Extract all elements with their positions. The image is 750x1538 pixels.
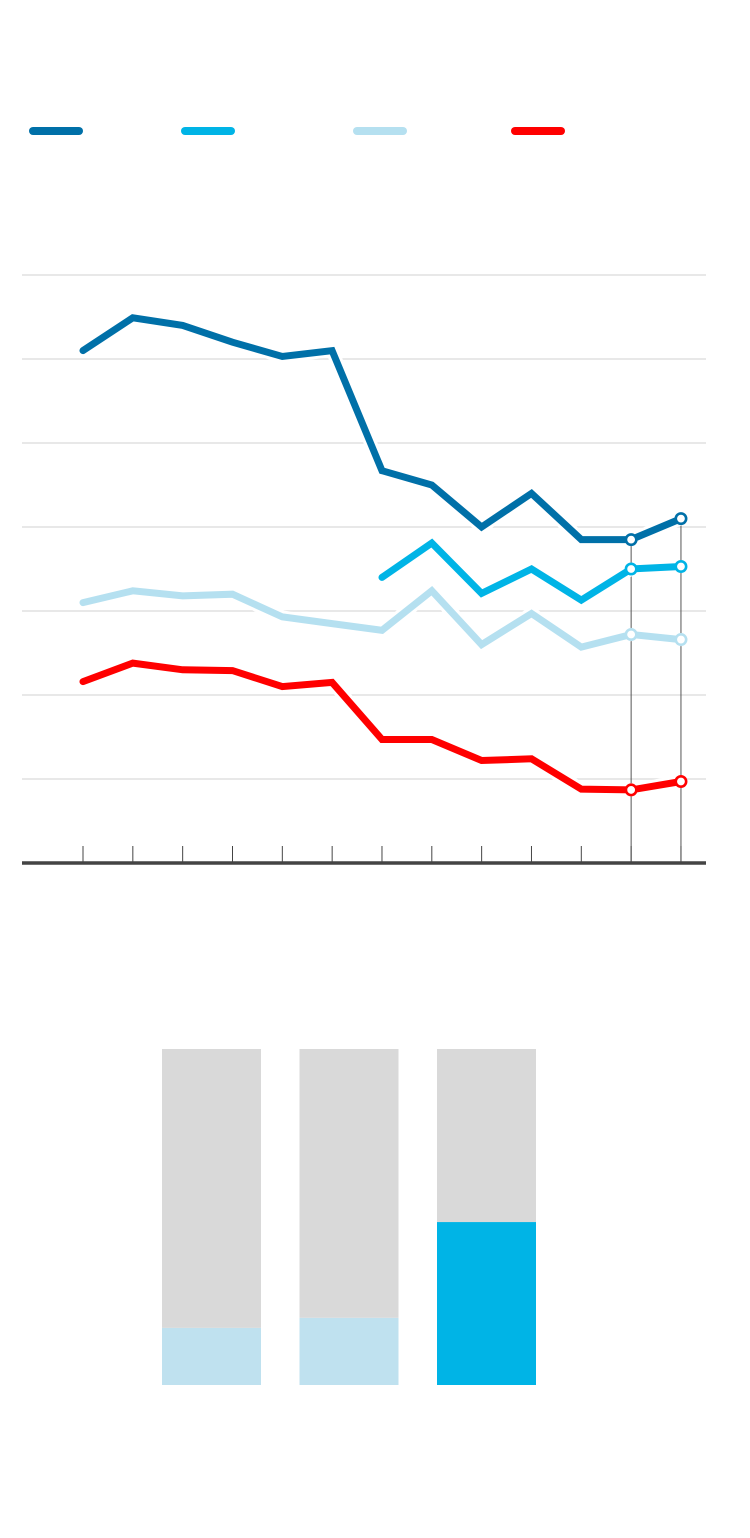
series-4-line [79, 659, 685, 794]
bar-1-segment-1 [162, 1327, 261, 1385]
bar-2-segment-2 [299, 1049, 399, 1318]
series-4-end-marker-2 [674, 775, 688, 789]
series-4-end-marker-1 [624, 783, 638, 797]
line-chart-leader-lines [630, 518, 682, 863]
series-4-halo [76, 656, 688, 797]
series-3-line [79, 586, 685, 651]
line-chart-grid [22, 274, 706, 780]
series-1-line [79, 314, 685, 544]
series-3-end-marker-1 [624, 628, 638, 642]
bar-3-segment-2 [437, 1049, 536, 1223]
series-1-end-marker-2 [674, 512, 688, 526]
line-chart-x-axis [22, 846, 706, 865]
bar-2-segment-1 [299, 1317, 399, 1385]
series-1-halo [76, 310, 688, 547]
series-2-end-marker-2 [674, 559, 688, 573]
bar-1-segment-2 [162, 1049, 261, 1328]
bar-3-segment-1 [437, 1222, 536, 1385]
bar-chart [162, 1049, 536, 1385]
series-3-end-marker-2 [674, 633, 688, 647]
line-chart-end-markers [624, 512, 688, 797]
line-chart-series [76, 310, 688, 797]
series-2-end-marker-1 [624, 562, 638, 576]
series-1-end-marker-1 [624, 533, 638, 547]
